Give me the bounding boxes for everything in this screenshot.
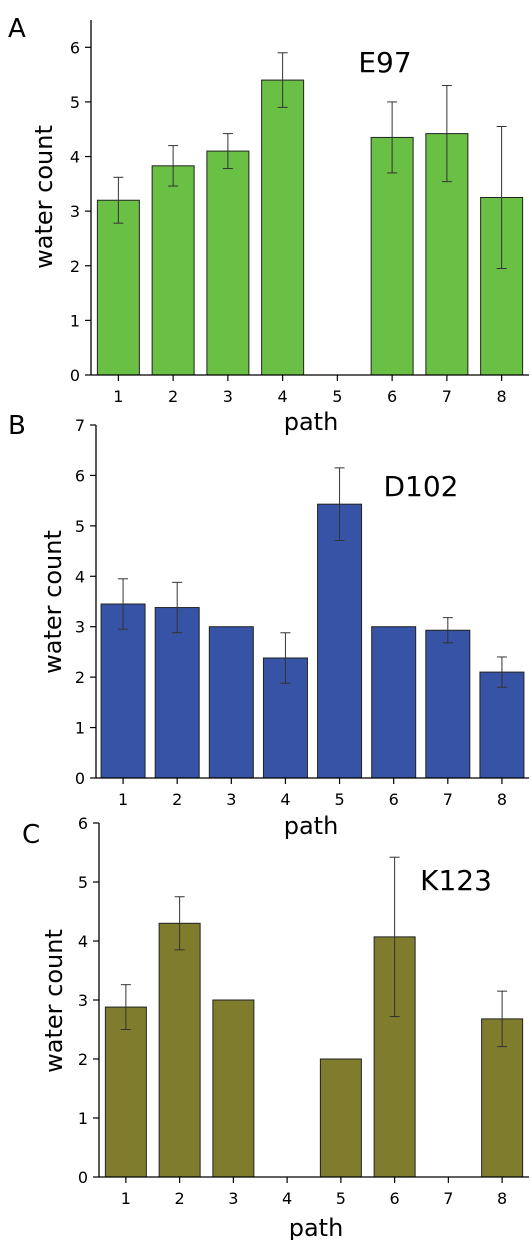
y-tick-label: 0	[70, 366, 80, 385]
bar	[371, 626, 417, 779]
y-tick-label: 6	[75, 466, 85, 485]
x-tick-label: 6	[387, 387, 397, 406]
y-tick-label: 0	[78, 1168, 88, 1187]
bar	[479, 671, 525, 779]
bar	[151, 165, 195, 376]
x-tick-label: 5	[334, 790, 344, 809]
bar	[100, 603, 146, 779]
panel-c: C K123 water count path 0 1 2 3 4 5 6 1 2 3 4 5 6 7 8	[22, 814, 529, 1240]
bar	[104, 1006, 147, 1178]
bar	[208, 626, 254, 779]
x-tick-label: 3	[228, 1189, 238, 1208]
chart-title: D102	[383, 470, 458, 503]
chart-title: K123	[420, 864, 492, 897]
y-tick-label: 1	[75, 719, 85, 738]
bar	[212, 999, 255, 1178]
y-tick-label: 7	[75, 416, 85, 435]
bar	[317, 503, 363, 779]
y-axis-label: water count	[40, 929, 68, 1073]
x-tick-label: 5	[336, 1189, 346, 1208]
y-tick-label: 3	[75, 618, 85, 637]
panel-b: B D102 water count path 0 1 2 3 4 5 6 7 1 2 3 4 5 6 7 8	[8, 411, 529, 840]
bar	[261, 79, 305, 376]
y-tick-label: 3	[78, 991, 88, 1010]
y-tick-label: 5	[78, 873, 88, 892]
chart-title: E97	[358, 46, 411, 79]
x-tick-label: 3	[223, 387, 233, 406]
x-tick-label: 4	[280, 790, 290, 809]
x-tick-label: 8	[497, 387, 507, 406]
x-tick-label: 6	[389, 790, 399, 809]
bar	[206, 150, 250, 376]
y-tick-label: 2	[75, 668, 85, 687]
panel-letter: C	[22, 820, 40, 850]
bar	[96, 199, 140, 376]
y-tick-label: 6	[70, 38, 80, 57]
x-tick-label: 2	[175, 1189, 185, 1208]
y-tick-label: 1	[70, 311, 80, 330]
bar	[158, 922, 201, 1178]
y-tick-label: 6	[78, 814, 88, 833]
y-tick-label: 4	[70, 148, 80, 167]
bar	[425, 629, 471, 779]
y-axis-label: water count	[30, 125, 58, 269]
x-tick-label: 4	[278, 387, 288, 406]
x-tick-label: 8	[497, 1189, 507, 1208]
x-tick-label: 8	[497, 790, 507, 809]
bar	[154, 607, 200, 779]
bar	[370, 136, 414, 376]
y-tick-label: 5	[75, 517, 85, 536]
x-tick-label: 7	[442, 387, 452, 406]
x-tick-label: 7	[443, 1189, 453, 1208]
y-tick-label: 0	[75, 769, 85, 788]
x-axis-label: path	[284, 812, 339, 840]
bar	[319, 1058, 362, 1178]
x-tick-label: 7	[443, 790, 453, 809]
y-tick-label: 3	[70, 202, 80, 221]
panel-a: A E97 water count path 0 1 2 3 4 5 6 1 2 3 4 5 6 7 8	[8, 14, 529, 436]
y-tick-label: 1	[78, 1109, 88, 1128]
y-axis-label: water count	[39, 530, 67, 674]
x-tick-label: 5	[332, 387, 342, 406]
panel-letter: A	[8, 14, 26, 44]
x-tick-label: 6	[390, 1189, 400, 1208]
x-tick-label: 4	[282, 1189, 292, 1208]
panel-letter: B	[8, 411, 26, 441]
x-axis-label: path	[289, 1214, 344, 1240]
x-tick-label: 1	[118, 790, 128, 809]
x-tick-label: 2	[168, 387, 178, 406]
y-tick-label: 4	[78, 932, 88, 951]
x-tick-label: 3	[226, 790, 236, 809]
y-tick-label: 2	[70, 257, 80, 276]
x-tick-label: 1	[113, 387, 123, 406]
y-tick-label: 4	[75, 567, 85, 586]
y-tick-label: 2	[78, 1050, 88, 1069]
x-tick-label: 2	[172, 790, 182, 809]
x-axis-label: path	[284, 408, 339, 436]
y-tick-label: 5	[70, 93, 80, 112]
x-tick-label: 1	[121, 1189, 131, 1208]
